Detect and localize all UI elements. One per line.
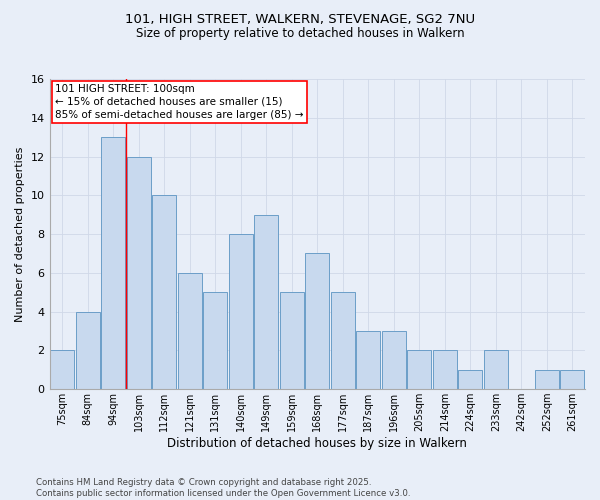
X-axis label: Distribution of detached houses by size in Walkern: Distribution of detached houses by size …	[167, 437, 467, 450]
Bar	[127, 156, 151, 389]
Text: Size of property relative to detached houses in Walkern: Size of property relative to detached ho…	[136, 28, 464, 40]
Text: 101 HIGH STREET: 100sqm
← 15% of detached houses are smaller (15)
85% of semi-de: 101 HIGH STREET: 100sqm ← 15% of detache…	[55, 84, 304, 120]
Text: 101, HIGH STREET, WALKERN, STEVENAGE, SG2 7NU: 101, HIGH STREET, WALKERN, STEVENAGE, SG…	[125, 12, 475, 26]
Bar	[254, 214, 278, 389]
Bar	[458, 370, 482, 389]
Bar	[229, 234, 253, 389]
Bar	[560, 370, 584, 389]
Bar	[382, 331, 406, 389]
Bar	[178, 273, 202, 389]
Y-axis label: Number of detached properties: Number of detached properties	[15, 146, 25, 322]
Bar	[305, 254, 329, 389]
Bar	[203, 292, 227, 389]
Bar	[407, 350, 431, 389]
Bar	[331, 292, 355, 389]
Bar	[356, 331, 380, 389]
Bar	[433, 350, 457, 389]
Bar	[76, 312, 100, 389]
Bar	[101, 137, 125, 389]
Bar	[152, 196, 176, 389]
Bar	[484, 350, 508, 389]
Bar	[280, 292, 304, 389]
Bar	[50, 350, 74, 389]
Bar	[535, 370, 559, 389]
Text: Contains HM Land Registry data © Crown copyright and database right 2025.
Contai: Contains HM Land Registry data © Crown c…	[36, 478, 410, 498]
